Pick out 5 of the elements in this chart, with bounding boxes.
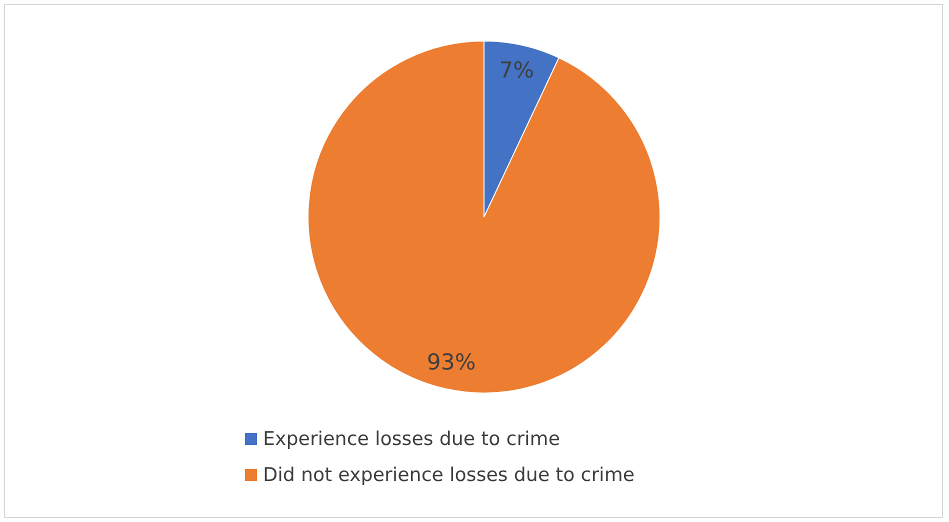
legend-label: Did not experience losses due to crime [263, 464, 635, 486]
data-label: 93% [426, 350, 476, 376]
legend-label: Experience losses due to crime [263, 428, 560, 450]
pie-slice [308, 40, 660, 394]
data-label: 7% [499, 58, 534, 84]
